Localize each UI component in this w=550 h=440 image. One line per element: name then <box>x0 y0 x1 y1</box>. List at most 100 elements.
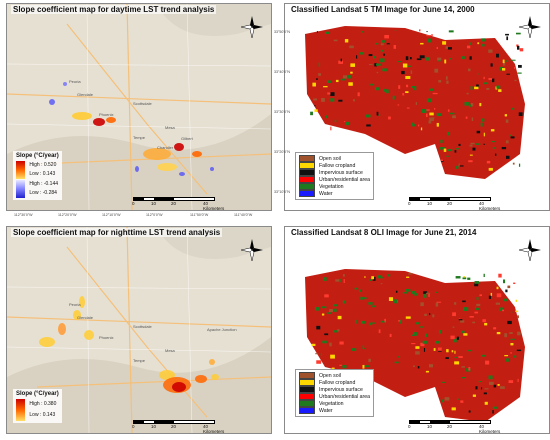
land-cover-patch <box>426 31 428 33</box>
land-cover-patch <box>463 307 469 311</box>
land-cover-patch <box>461 376 466 379</box>
land-cover-patch <box>407 65 412 67</box>
place-label: Peoria <box>69 79 81 84</box>
land-cover-patch <box>436 122 439 127</box>
land-cover-patch <box>507 320 512 325</box>
land-cover-patch <box>354 287 359 290</box>
night-slope-map-panel: Slope coefficient map for nighttime LST … <box>6 226 272 434</box>
land-cover-patch <box>402 292 408 294</box>
land-cover-patch <box>502 61 506 66</box>
land-cover-patch <box>316 360 322 364</box>
land-cover-patch <box>470 103 474 107</box>
land-cover-patch <box>323 86 328 88</box>
place-label: Apache Junction <box>207 327 237 332</box>
land-cover-patch <box>315 307 320 311</box>
land-cover-patch <box>362 345 365 349</box>
scale-tick: 0 <box>408 424 411 429</box>
legend-swatch <box>299 155 315 162</box>
warming-hotspot <box>143 148 171 160</box>
land-cover-patch <box>415 102 418 105</box>
land-cover-patch <box>514 67 516 69</box>
land-cover-patch <box>451 350 454 353</box>
land-cover-patch <box>489 381 494 386</box>
land-cover-patch <box>441 399 445 403</box>
land-cover-patch <box>436 113 442 117</box>
land-cover-patch <box>321 313 325 316</box>
legend-swatch <box>299 386 315 393</box>
land-cover-patch <box>318 62 321 67</box>
land-cover-patch <box>432 92 438 95</box>
land-cover-patch <box>364 276 366 278</box>
warming-hotspot <box>159 370 175 380</box>
land-cover-patch <box>458 319 463 321</box>
land-cover-patch <box>375 42 379 45</box>
land-cover-patch <box>324 333 329 336</box>
land-cover-patch <box>428 120 432 124</box>
legend-label: Vegetation <box>319 183 344 190</box>
land-cover-patch <box>488 167 493 171</box>
positive-gradient <box>16 161 25 179</box>
land-cover-patch <box>420 342 425 347</box>
land-cover-patch <box>466 368 471 372</box>
land-cover-patch <box>366 124 371 127</box>
land-cover-patch <box>446 80 449 84</box>
land-cover-patch <box>330 98 335 102</box>
north-arrow-icon <box>519 239 541 261</box>
scale-tick: 0 <box>132 201 135 206</box>
land-cover-patch <box>344 39 349 43</box>
cooling-spot <box>49 99 55 105</box>
land-cover-patch <box>384 318 386 323</box>
warming-hotspot <box>79 296 85 308</box>
land-cover-patch <box>499 307 503 312</box>
land-cover-patch <box>425 292 431 294</box>
land-cover-patch <box>370 83 375 86</box>
land-cover-patch <box>427 38 431 43</box>
land-cover-patch <box>448 30 454 33</box>
land-cover-patch <box>408 273 413 275</box>
land-cover-patch <box>513 355 517 358</box>
land-cover-patch <box>490 63 493 67</box>
land-cover-patch <box>394 361 399 364</box>
land-cover-patch <box>471 117 474 122</box>
legend-item: Urban/residential area <box>299 393 370 400</box>
panel-title: Slope coefficient map for daytime LST tr… <box>11 5 217 14</box>
land-cover-patch <box>484 401 488 405</box>
land-cover-patch <box>374 63 377 67</box>
land-cover-patch <box>481 38 486 42</box>
land-cover-patch <box>361 297 367 300</box>
land-cover-patch <box>496 85 501 89</box>
land-cover-patch <box>469 316 474 318</box>
land-cover-patch <box>477 73 479 75</box>
negative-gradient <box>16 180 25 198</box>
land-cover-patch <box>504 333 508 338</box>
land-cover-patch <box>360 296 363 300</box>
land-cover-patch <box>358 289 362 292</box>
land-cover-patch <box>491 141 495 143</box>
land-cover-patch <box>449 112 455 115</box>
land-cover-patch <box>456 148 460 150</box>
land-cover-patch <box>474 311 479 314</box>
land-cover-patch <box>469 154 473 156</box>
land-cover-patch <box>470 86 473 90</box>
land-cover-patch <box>357 92 360 97</box>
land-cover-patch <box>342 300 346 304</box>
land-cover-patch <box>409 57 412 60</box>
land-cover-patch <box>436 301 442 303</box>
land-cover-patch <box>364 348 366 350</box>
land-cover-patch <box>322 340 327 344</box>
lat-label: 33°40'0"N <box>274 70 290 74</box>
land-cover-patch <box>513 282 516 285</box>
land-cover-patch <box>386 43 390 45</box>
land-cover-patch <box>405 316 411 319</box>
land-cover-patch <box>517 378 519 383</box>
land-cover-patch <box>454 361 460 365</box>
land-cover-patch <box>516 44 519 47</box>
land-cover-patch <box>446 349 449 353</box>
land-cover-patch <box>483 76 485 80</box>
land-cover-patch <box>519 48 524 52</box>
legend-label: Fallow cropland <box>319 379 356 386</box>
land-cover-patch <box>466 92 469 95</box>
land-cover-patch <box>313 98 317 101</box>
land-cover-patch <box>400 319 403 324</box>
land-cover-patch <box>413 332 418 336</box>
